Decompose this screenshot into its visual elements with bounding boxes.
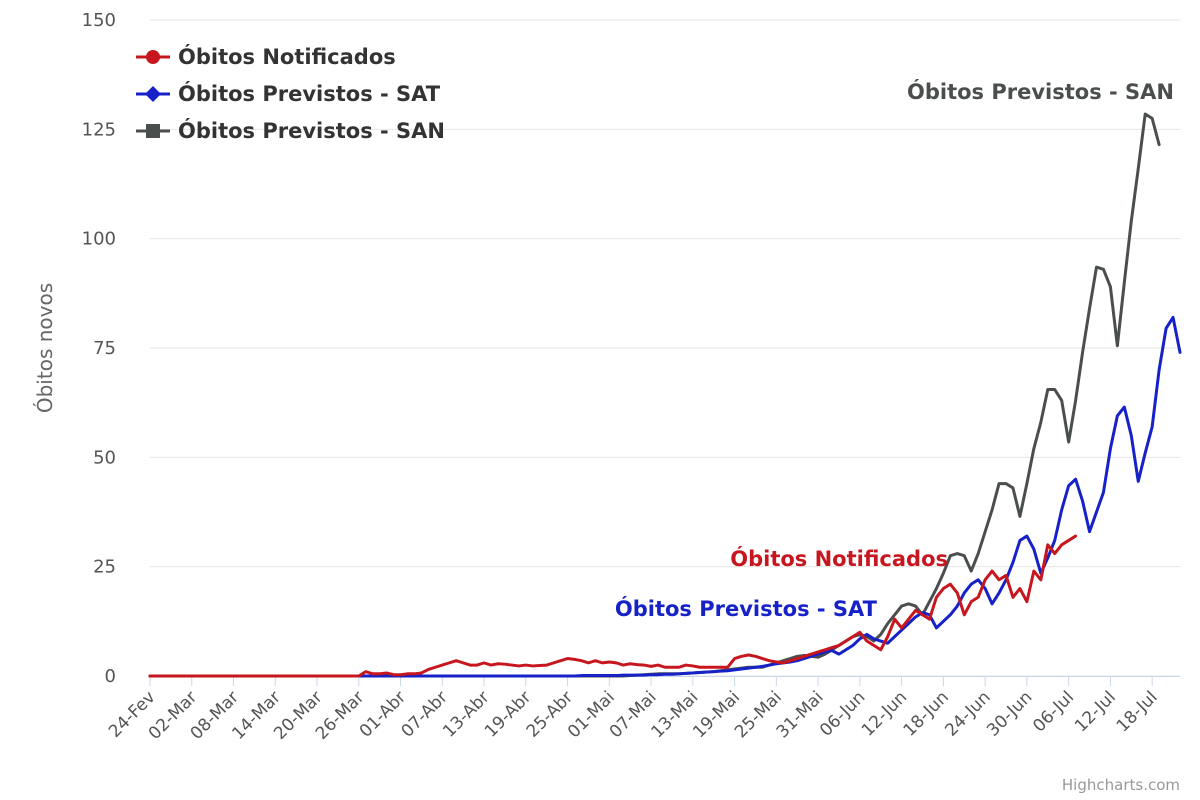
y-axis-label: Óbitos novos [33,283,57,413]
x-axis: 24-Fev02-Mar08-Mar14-Mar20-Mar26-Mar01-A… [105,676,1180,744]
x-tick-label: 19-Abr [481,687,535,741]
x-tick-label: 12-Jul [1071,687,1120,736]
series-line-0 [148,534,1078,678]
x-tick-label: 18-Jun [900,687,953,740]
diamond-marker-icon [145,86,161,102]
x-tick-label: 18-Jul [1113,687,1162,736]
circle-marker-icon [146,50,160,64]
annotation-0: Óbitos Notificados [730,546,948,571]
x-tick-label: 07-Abr [398,687,452,741]
y-tick-label: 100 [82,229,116,250]
y-axis-ticks: 0 25 50 75 100 125 150 [82,10,116,687]
legend[interactable]: Óbitos Notificados Óbitos Previstos - SAT… [136,44,445,143]
legend-item-1[interactable]: Óbitos Previstos - SAT [136,81,441,106]
y-tick-label: 25 [93,557,116,578]
legend-label: Óbitos Previstos - SAT [178,81,441,106]
series-lines [148,112,1182,678]
y-tick-label: 50 [93,447,116,468]
x-tick-label: 24-Jun [941,687,994,740]
y-tick-label: 0 [105,666,116,687]
x-tick-label: 12-Jun [858,687,911,740]
credits-link[interactable]: Highcharts.com [1062,776,1180,794]
x-tick-label: 30-Jun [983,687,1036,740]
y-tick-label: 125 [82,119,116,140]
x-tick-label: 06-Jun [816,687,869,740]
series-line-2 [148,112,1161,678]
y-tick-label: 150 [82,10,116,31]
annotation-1: Óbitos Previstos - SAT [615,596,878,621]
x-tick-label: 13-Abr [439,687,493,741]
y-tick-label: 75 [93,338,116,359]
x-tick-label: 01-Abr [356,687,410,741]
x-tick-label: 06-Jul [1029,687,1078,736]
x-tick-label: 31-Mai [773,687,828,742]
legend-item-2[interactable]: Óbitos Previstos - SAN [136,118,445,143]
square-marker-icon [146,124,160,138]
legend-item-0[interactable]: Óbitos Notificados [136,44,396,69]
legend-label: Óbitos Notificados [178,44,396,69]
legend-label: Óbitos Previstos - SAN [178,118,445,143]
series-annotations: Óbitos Notificados Óbitos Previstos - SAT… [615,79,1174,621]
grid-lines [150,19,1180,677]
annotation-2: Óbitos Previstos - SAN [907,79,1174,104]
